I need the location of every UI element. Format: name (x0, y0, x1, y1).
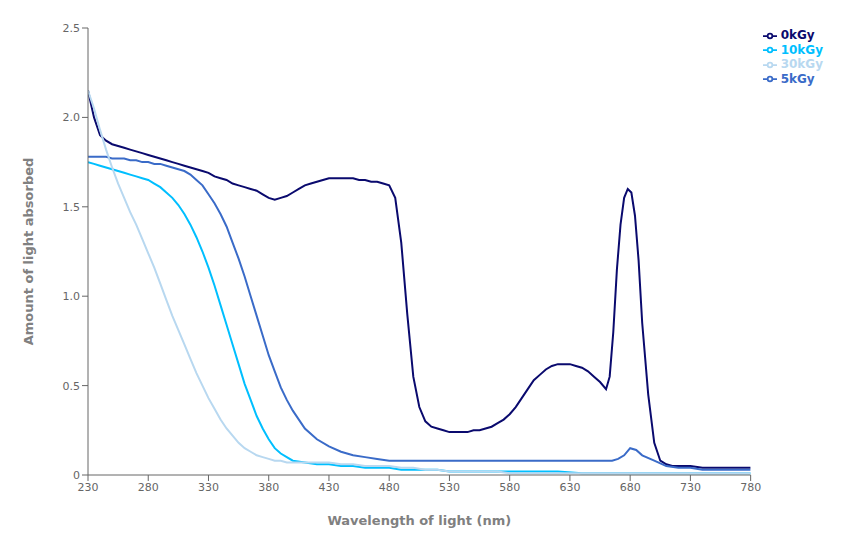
svg-text:580: 580 (499, 481, 520, 494)
svg-text:330: 330 (198, 481, 219, 494)
svg-text:0: 0 (73, 469, 80, 482)
svg-text:1.0: 1.0 (63, 290, 81, 303)
svg-text:780: 780 (740, 481, 761, 494)
svg-text:430: 430 (318, 481, 339, 494)
html-text:30kGy: 30kGy (780, 57, 823, 71)
svg-text:230: 230 (78, 481, 99, 494)
svg-text:680: 680 (620, 481, 641, 494)
svg-text:280: 280 (138, 481, 159, 494)
svg-text:480: 480 (379, 481, 400, 494)
svg-text:380: 380 (258, 481, 279, 494)
svg-text:530: 530 (439, 481, 460, 494)
svg-text:0.5: 0.5 (63, 380, 81, 393)
svg-text:2.5: 2.5 (63, 22, 81, 35)
html-text:5kGy: 5kGy (780, 71, 815, 86)
svg-text:730: 730 (680, 481, 701, 494)
svg-text:2.0: 2.0 (63, 111, 81, 124)
svg-text:1.5: 1.5 (63, 201, 81, 214)
html-text:0kGy: 0kGy (780, 28, 815, 42)
svg-text:630: 630 (559, 481, 580, 494)
html-text:10kGy: 10kGy (780, 42, 823, 57)
svg-text:Amount of light absorbed: Amount of light absorbed (21, 158, 36, 346)
svg-text:Wavelength of light (nm): Wavelength of light (nm) (327, 513, 511, 528)
